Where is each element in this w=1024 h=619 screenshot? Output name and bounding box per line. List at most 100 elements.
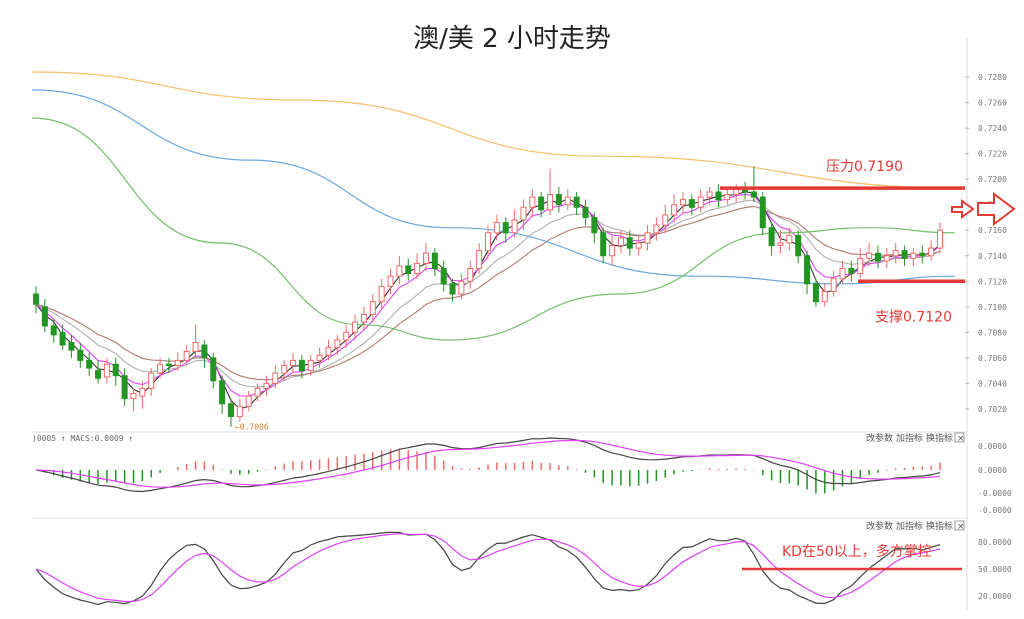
candle bbox=[529, 189, 536, 218]
candle-body bbox=[219, 380, 226, 405]
candle bbox=[937, 222, 943, 254]
kd-tick-label: 80.0000 bbox=[978, 538, 1012, 547]
candle-body bbox=[139, 387, 146, 397]
candle bbox=[777, 230, 784, 254]
candle-body bbox=[715, 191, 722, 201]
candle-body bbox=[103, 363, 110, 378]
candle bbox=[449, 278, 456, 302]
candle-body bbox=[697, 196, 704, 208]
price-tick-label: 0.7120 bbox=[978, 277, 1007, 286]
kd-close-button[interactable] bbox=[954, 520, 965, 531]
kd-add-indicator-button[interactable]: 加指标 bbox=[896, 520, 923, 532]
candle bbox=[928, 240, 935, 261]
candle bbox=[414, 253, 421, 279]
candle bbox=[804, 250, 811, 295]
kd-close-icon: × bbox=[957, 522, 965, 532]
macd-add-indicator-button[interactable]: 加指标 bbox=[896, 432, 923, 444]
macd-tick-label: -0.0000 bbox=[978, 489, 1012, 498]
price-axis: 0.72800.72600.72400.72200.72000.71800.71… bbox=[965, 73, 1007, 414]
macd-tick-label: 0.0000 bbox=[978, 442, 1007, 451]
price-tick-label: 0.7200 bbox=[978, 175, 1007, 184]
candle-body bbox=[750, 191, 757, 198]
candle-body bbox=[467, 268, 474, 282]
macd-switch-indicator-button[interactable]: 换指标 bbox=[926, 432, 953, 444]
candle-body bbox=[130, 393, 137, 400]
candle-body bbox=[281, 364, 288, 374]
candle-body bbox=[839, 268, 846, 280]
candle-body bbox=[679, 199, 686, 206]
candle-body bbox=[485, 232, 491, 252]
arrow-large-icon bbox=[977, 192, 1016, 226]
candle bbox=[511, 209, 518, 238]
candle-body bbox=[671, 204, 678, 216]
candle-body bbox=[644, 232, 651, 244]
candle bbox=[626, 230, 633, 256]
candle-body bbox=[369, 301, 376, 315]
ma-120-line bbox=[31, 89, 956, 285]
macd-close-button[interactable] bbox=[954, 432, 965, 443]
support-resistance: 压力0.7190 支撑0.7120 bbox=[720, 159, 965, 325]
candle bbox=[201, 339, 208, 369]
candle bbox=[591, 212, 598, 243]
candlesticks: ←0.7006 bbox=[33, 166, 943, 432]
candle-body bbox=[86, 359, 93, 369]
candle-body bbox=[192, 342, 199, 352]
candle bbox=[298, 355, 305, 379]
candle-body bbox=[227, 403, 234, 418]
candle-body bbox=[706, 191, 713, 198]
candle bbox=[582, 199, 589, 226]
kd-switch-indicator-button[interactable]: 换指标 bbox=[926, 520, 953, 532]
candle bbox=[919, 245, 926, 264]
candle-body bbox=[511, 219, 518, 234]
candle-body bbox=[626, 237, 633, 249]
candle bbox=[821, 283, 828, 307]
candle-body bbox=[804, 255, 811, 285]
candle-body bbox=[325, 347, 332, 356]
candle bbox=[192, 324, 199, 358]
candle bbox=[245, 391, 252, 412]
macd-dea-line bbox=[35, 439, 941, 488]
kd-tick-label: 20.0000 bbox=[978, 592, 1012, 601]
candle-body bbox=[564, 196, 571, 206]
candle bbox=[316, 347, 323, 369]
candle bbox=[334, 334, 341, 356]
candle bbox=[369, 294, 376, 323]
candle bbox=[635, 235, 642, 256]
candle bbox=[538, 191, 545, 218]
candle-body bbox=[591, 216, 598, 234]
candle bbox=[547, 169, 554, 215]
candle-body bbox=[307, 359, 314, 372]
chart-title: 澳/美 2 小时走势 bbox=[413, 24, 611, 54]
moving-average-lines bbox=[31, 71, 966, 410]
candle bbox=[352, 314, 359, 340]
candle bbox=[662, 204, 669, 233]
candle-body bbox=[272, 372, 279, 384]
candle-body bbox=[316, 354, 323, 361]
candle bbox=[573, 191, 580, 215]
candle-body bbox=[635, 242, 642, 249]
candle-body bbox=[360, 313, 367, 323]
kd-params-button[interactable]: 改参数 bbox=[866, 520, 893, 532]
candle-body bbox=[529, 196, 536, 208]
candle-body bbox=[768, 227, 775, 247]
candle bbox=[830, 271, 837, 297]
macd-params-button[interactable]: 改参数 bbox=[866, 432, 893, 444]
resistance-label: 压力0.7190 bbox=[826, 159, 903, 175]
candle bbox=[86, 352, 93, 376]
candle-body bbox=[600, 232, 607, 257]
candle bbox=[210, 352, 217, 389]
candle bbox=[910, 248, 917, 266]
candle-body bbox=[352, 321, 359, 333]
ma-250-line bbox=[31, 71, 966, 189]
candle bbox=[227, 398, 234, 427]
low-price-label: ←0.7006 bbox=[235, 423, 269, 432]
candle-body bbox=[210, 357, 217, 382]
support-label: 支撑0.7120 bbox=[875, 309, 952, 325]
candle bbox=[112, 357, 119, 386]
candle bbox=[174, 352, 181, 371]
candle-body bbox=[201, 344, 208, 359]
candle-body bbox=[431, 252, 438, 270]
price-tick-label: 0.7140 bbox=[978, 252, 1007, 261]
price-tick-label: 0.7280 bbox=[978, 73, 1007, 82]
